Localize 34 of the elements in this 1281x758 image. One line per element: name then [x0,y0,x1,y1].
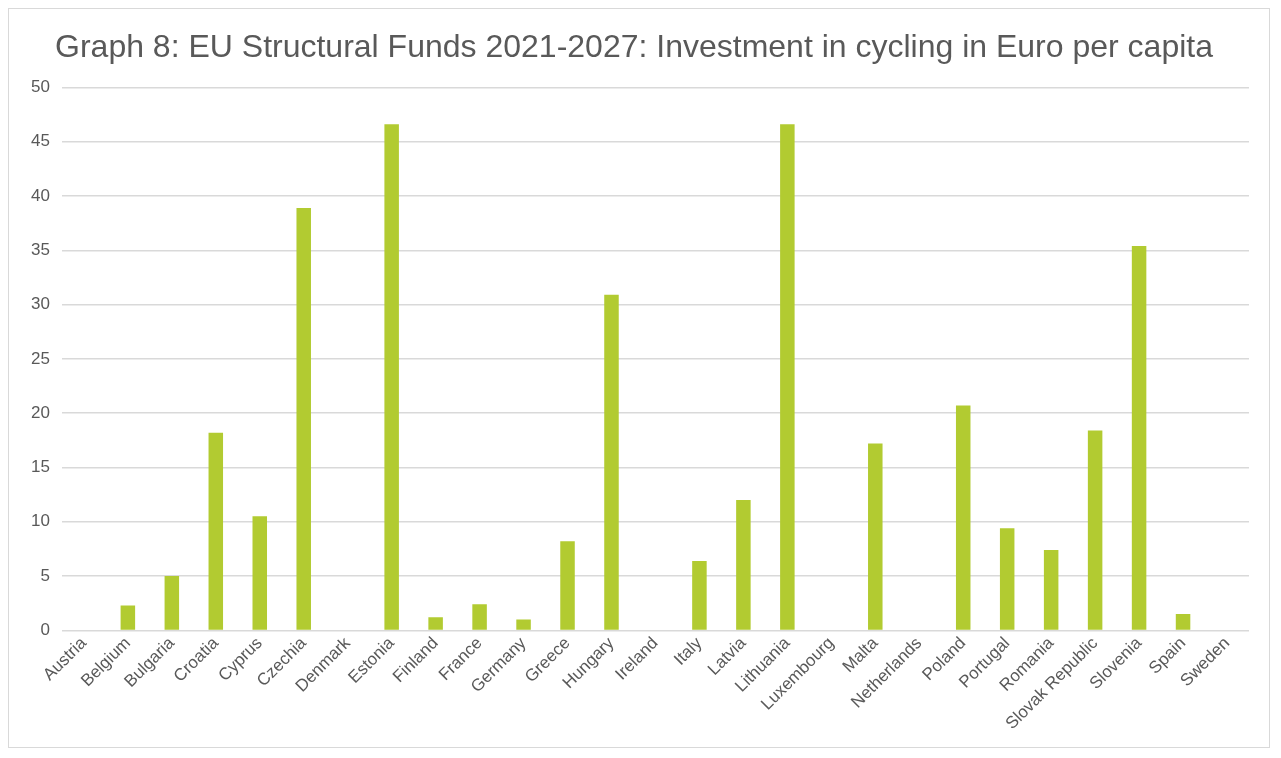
chart-title: Graph 8: EU Structural Funds 2021-2027: Investment in cycling in Euro per capita [55,28,1214,65]
bar [999,528,1015,630]
bar [955,405,971,630]
bar [164,576,180,630]
bar [736,500,751,630]
y-tick-label: 25 [30,348,50,368]
bar [516,619,531,630]
bar [1043,550,1059,630]
bar [296,207,311,630]
y-tick-label: 20 [30,402,50,422]
y-tick-label: 10 [30,511,50,531]
y-tick-label: 30 [30,294,50,314]
bar [692,560,707,630]
y-tick-label: 45 [30,131,50,151]
bar [1175,614,1191,630]
bar [384,124,399,630]
bar [428,617,443,630]
y-tick-label: 5 [40,565,50,585]
y-tick-label: 15 [30,457,50,477]
y-tick-label: 50 [30,77,50,97]
bar [208,432,224,630]
bar [1131,245,1147,630]
bar [120,605,136,630]
bar [1087,430,1103,630]
bar [868,443,883,630]
bar [604,294,619,630]
bar [252,516,268,630]
bar [472,604,487,630]
bar [560,541,575,630]
x-tick-label: Italy [670,632,706,669]
bar [780,124,795,630]
y-tick-label: 40 [30,185,50,205]
y-tick-label: 35 [30,239,50,259]
y-tick-label: 0 [40,620,50,640]
